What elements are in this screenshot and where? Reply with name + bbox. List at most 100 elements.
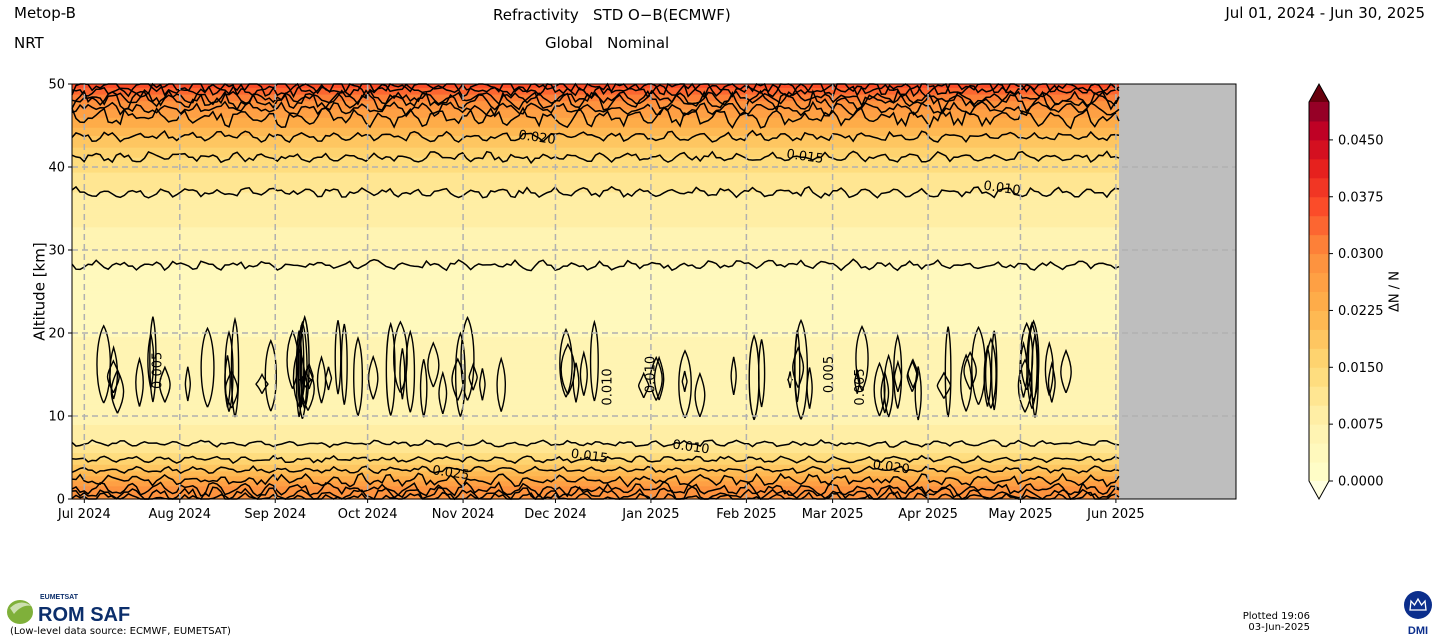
heatmap-band [72, 409, 1119, 412]
contour-cell [883, 353, 894, 418]
heatmap-band [72, 411, 1119, 414]
contour-cell [806, 367, 813, 409]
heatmap-band [72, 286, 1119, 289]
x-tick-label: Jul 2024 [57, 507, 111, 522]
contour-line [71, 485, 1120, 501]
heatmap-band [72, 333, 1119, 336]
colorbar-extend-min [1309, 481, 1329, 499]
heatmap-band [72, 416, 1119, 419]
heatmap-band [72, 246, 1119, 249]
missing-data-region [1118, 84, 1236, 499]
x-tick-label: Mar 2025 [802, 507, 864, 522]
contour-label: 0.010 [671, 438, 710, 458]
heatmap-band [72, 278, 1119, 281]
heatmap-band [72, 485, 1119, 488]
contour-cell [479, 368, 486, 401]
colorbar-segment [1309, 386, 1329, 406]
heatmap-band [72, 238, 1119, 241]
contour-cell [304, 361, 314, 390]
colorbar-segment [1309, 310, 1329, 330]
heatmap-band [72, 271, 1119, 274]
heatmap-band [72, 303, 1119, 306]
heatmap-band [72, 185, 1119, 188]
contour-cell [963, 351, 977, 390]
heatmap-band [72, 437, 1119, 440]
contour-cell [694, 371, 706, 418]
heatmap-band [72, 402, 1119, 405]
heatmap-band [72, 215, 1119, 218]
heatmap-band [72, 442, 1119, 445]
heatmap-band [72, 163, 1119, 166]
heatmap-band [72, 175, 1119, 178]
x-tick-label: Jun 2025 [1086, 507, 1145, 522]
x-tick-label: Feb 2025 [716, 507, 776, 522]
contour-cell [264, 338, 277, 412]
heatmap-band [72, 230, 1119, 233]
contour-cell [438, 370, 448, 415]
heatmap-band [72, 148, 1119, 151]
heatmap-band [72, 259, 1119, 263]
contour-lines [71, 82, 1120, 501]
colorbar-segment [1309, 329, 1329, 349]
x-tick-label: Jan 2025 [621, 507, 679, 522]
heatmap-band [72, 417, 1119, 420]
heatmap-band [72, 349, 1119, 352]
contour-line [71, 106, 1120, 130]
heatmap-band [72, 133, 1119, 137]
contour-cell [460, 315, 475, 401]
colorbar-segment [1309, 177, 1329, 198]
colorbar: 0.0000 0.0075 0.0150 0.0225 0.0300 0.0375 0.04… [1308, 82, 1384, 501]
heatmap-band [72, 90, 1119, 93]
heatmap-band [72, 251, 1119, 254]
heatmap-band [72, 494, 1119, 497]
heatmap-band [72, 84, 1119, 87]
heatmap-band [72, 276, 1119, 279]
heatmap-band [72, 216, 1119, 220]
contour-label: 0.015 [785, 147, 824, 167]
plotted-date: 03-Jun-2025 [1248, 622, 1310, 633]
heatmap-band [72, 102, 1119, 105]
contour-cell [184, 366, 191, 402]
heatmap-band [72, 273, 1119, 276]
heatmap-band [72, 377, 1119, 381]
heatmap-band [72, 492, 1119, 495]
heatmap-band [72, 306, 1119, 309]
heatmap-band [72, 132, 1119, 135]
heatmap-band [72, 434, 1119, 437]
contour-line [71, 82, 1120, 99]
date-range: Jul 01, 2024 - Jun 30, 2025 [1225, 4, 1425, 22]
contour-cell [579, 350, 588, 396]
heatmap-band [72, 220, 1119, 223]
heatmap-band [72, 183, 1119, 186]
heatmap-band [72, 261, 1119, 264]
heatmap-band [72, 424, 1119, 427]
x-tick-label: Sep 2024 [244, 507, 306, 522]
heatmap-band [72, 301, 1119, 304]
contour-line [71, 89, 1120, 107]
colorbar-segment [1309, 102, 1329, 122]
heatmap-band [72, 387, 1119, 391]
heatmap-band [72, 103, 1119, 107]
heatmap-band [72, 157, 1119, 160]
heatmap-band [72, 203, 1119, 206]
heatmap-band [72, 319, 1119, 322]
contour-line [71, 100, 1120, 118]
contour-cell [454, 331, 466, 417]
satellite-label: Metop-B [14, 4, 76, 22]
contour-cell [297, 320, 308, 420]
heatmap-band [72, 223, 1119, 226]
heatmap-band [72, 336, 1119, 339]
colorbar-label: ΔN / N [1388, 271, 1403, 312]
heatmap-band [72, 105, 1119, 108]
contour-label: 0.025 [431, 463, 470, 483]
x-tick-label: Oct 2024 [338, 507, 398, 522]
heatmap-band [72, 299, 1119, 303]
y-tick-label: 50 [48, 78, 65, 93]
contour-cell [158, 365, 171, 403]
heatmap-band [72, 294, 1119, 298]
heatmap-band [72, 95, 1119, 98]
contour-cell [893, 333, 903, 409]
heatmap-band [72, 454, 1119, 457]
contour-cell [149, 316, 157, 403]
heatmap-band [72, 213, 1119, 216]
